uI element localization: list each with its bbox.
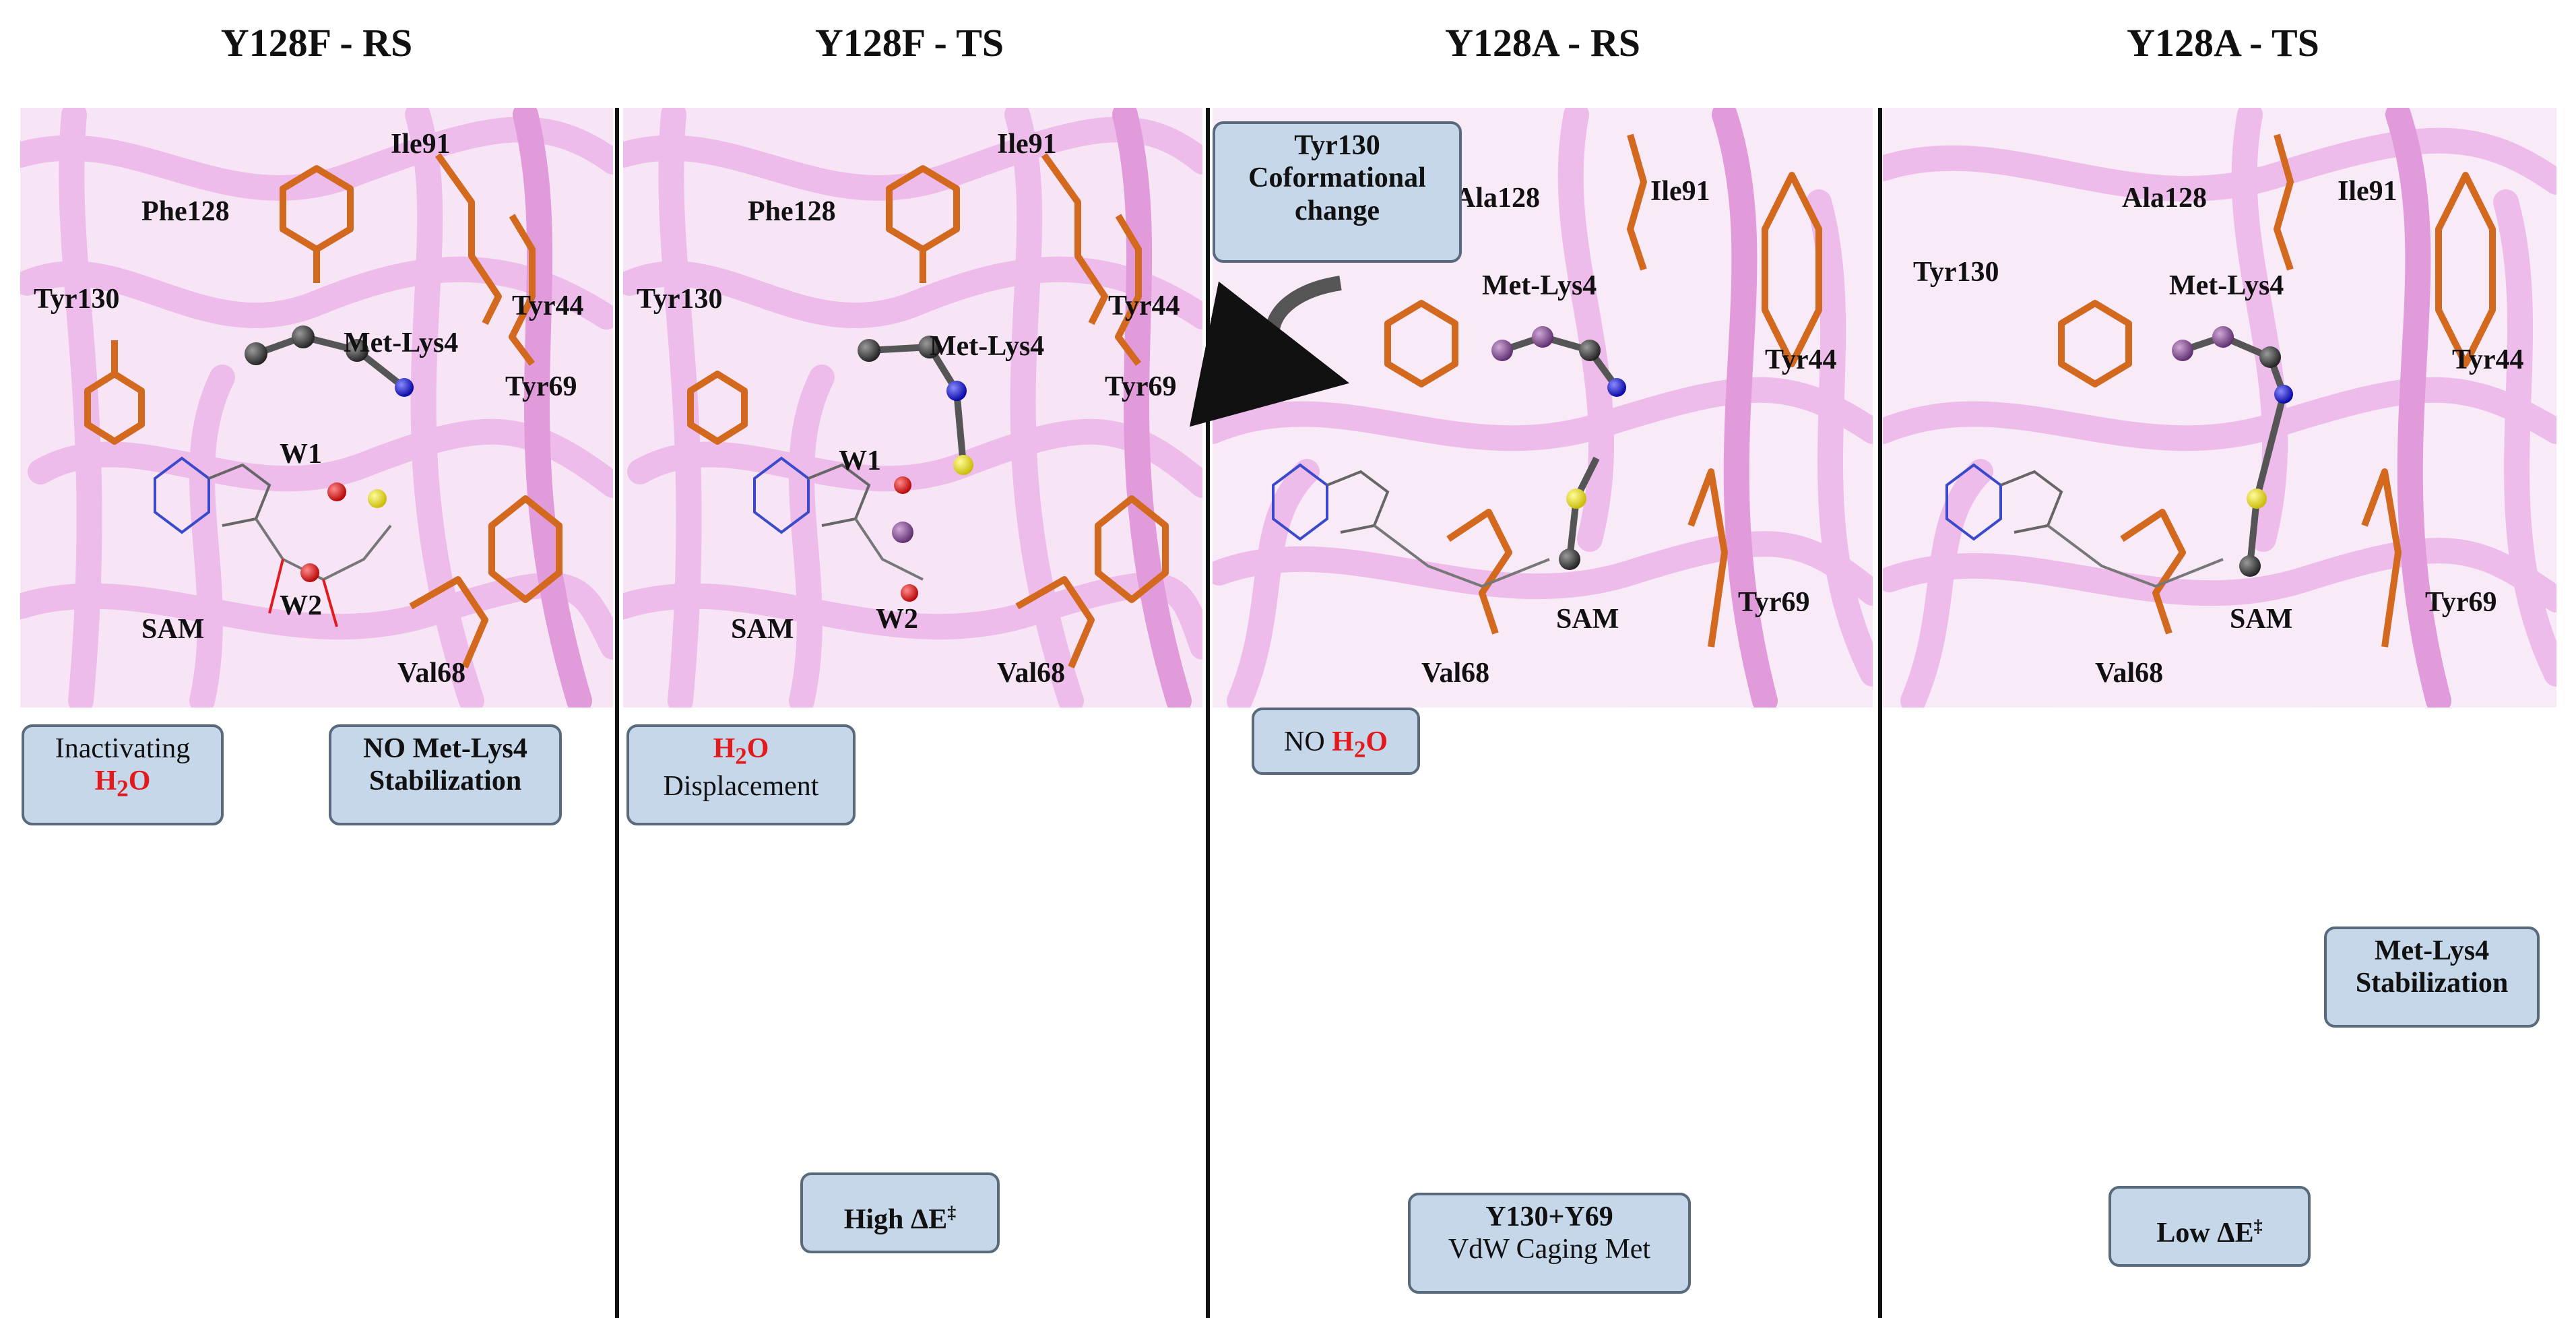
label-tyr44: Tyr44 [1765, 344, 1837, 375]
label-ile91: Ile91 [391, 129, 451, 160]
sam-wire-panel-4 [1945, 463, 2224, 588]
callout-text: Tyr130 [1294, 130, 1380, 161]
callout-text: Low ΔE [2156, 1218, 2254, 1249]
water-o: O [1365, 726, 1388, 757]
panel-divider-1 [615, 108, 619, 1318]
panel-title-2: Y128F - TS [814, 21, 1004, 65]
label-ile91: Ile91 [1650, 176, 1710, 207]
label-tyr69: Tyr69 [2425, 587, 2497, 618]
water-formula: H2O [1332, 726, 1388, 762]
residues-panel-4-top [2058, 133, 2496, 648]
water-o: O [128, 765, 151, 797]
label-met-lys4: Met-Lys4 [344, 327, 459, 358]
callout-text: Coformational [1248, 162, 1426, 194]
residues-panel-1-top [84, 153, 562, 668]
sam-wire-panel-3 [1272, 463, 1550, 588]
label-ile91: Ile91 [997, 129, 1057, 160]
water-h: H [713, 733, 736, 764]
label-sam: SAM [1556, 604, 1619, 635]
label-sam: SAM [731, 614, 794, 645]
panel-title-4: Y128A - TS [2127, 21, 2319, 65]
met-lys4-atoms-panel-1 [245, 325, 414, 582]
label-tyr44: Tyr44 [512, 290, 584, 321]
label-phe128: Phe128 [748, 196, 836, 227]
label-tyr44: Tyr44 [2452, 344, 2524, 375]
callout-no-water: NO H2O [1252, 708, 1420, 775]
label-w2: W2 [280, 590, 322, 621]
met-lys4-atoms-panel-4 [2172, 326, 2293, 577]
protein-ribbon-panel-1 [20, 108, 613, 708]
label-w1: W1 [280, 439, 322, 470]
panel-divider-3 [1878, 108, 1882, 1318]
callout-tyr130-conformational-change: Tyr130 Coformational change [1213, 121, 1462, 263]
callout-text: High ΔE [843, 1204, 948, 1235]
water-h: H [1332, 726, 1354, 757]
callout-text: VdW Caging Met [1448, 1234, 1651, 1265]
label-met-lys4: Met-Lys4 [930, 331, 1045, 362]
label-w1: W1 [839, 445, 881, 476]
water-sub: 2 [735, 743, 747, 770]
callout-text: Stabilization [368, 765, 522, 797]
panel-divider-2 [1206, 108, 1210, 1318]
protein-ribbon-panel-3 [1213, 108, 1873, 708]
residues-panel-3-top [1384, 133, 1822, 648]
label-met-lys4: Met-Lys4 [2169, 270, 2284, 301]
label-val68: Val68 [1421, 658, 1490, 689]
callout-text: NO Met-Lys4 [363, 733, 527, 764]
label-val68: Val68 [997, 658, 1066, 689]
label-ile91: Ile91 [2338, 176, 2397, 207]
callout-vdw-caging-met: Y130+Y69 VdW Caging Met [1408, 1193, 1691, 1294]
callout-text: Stabilization [2355, 968, 2509, 999]
label-sam: SAM [141, 614, 205, 645]
panel-title-1: Y128F - RS [220, 21, 413, 65]
callout-text: NO [1283, 726, 1325, 757]
water-o: O [746, 733, 769, 764]
callout-text: Displacement [663, 770, 819, 802]
callout-text: Inactivating [55, 733, 191, 764]
protein-ribbon-panel-4 [1883, 108, 2556, 708]
met-lys4-atoms-panel-3 [1491, 326, 1626, 570]
label-tyr44: Tyr44 [1108, 290, 1180, 321]
double-dagger: ‡ [2253, 1216, 2263, 1236]
callout-low-energy-barrier: Low ΔE‡ [2108, 1186, 2311, 1267]
double-dagger: ‡ [947, 1203, 957, 1222]
water-sub: 2 [1353, 736, 1366, 763]
callout-water-displacement: H2O Displacement [626, 724, 856, 825]
panel-title-3: Y128A - RS [1444, 21, 1641, 65]
label-sam: SAM [2230, 604, 2293, 635]
label-tyr69: Tyr69 [1738, 587, 1810, 618]
water-h: H [94, 765, 117, 797]
callout-high-energy-barrier: High ΔE‡ [800, 1172, 1000, 1253]
water-formula: H2O [637, 732, 845, 770]
callout-text: change [1295, 195, 1380, 226]
label-tyr69: Tyr69 [505, 371, 577, 402]
callout-met-lys4-stabilization: Met-Lys4 Stabilization [2324, 927, 2540, 1028]
callout-no-met-lys4-stabilization: NO Met-Lys4 Stabilization [329, 724, 562, 825]
sam-wire-panel-1 [154, 456, 392, 627]
sam-wire-panel-2 [753, 456, 924, 581]
met-lys4-atoms-panel-2 [858, 336, 973, 602]
residues-panel-2-top [687, 153, 1169, 668]
callout-text: Met-Lys4 [2374, 935, 2490, 966]
label-tyr69: Tyr69 [1105, 371, 1177, 402]
protein-ribbon-panel-2 [623, 108, 1202, 708]
conformation-arrow [1189, 276, 1350, 427]
water-formula: H2O [32, 765, 213, 803]
water-sub: 2 [117, 775, 129, 802]
label-tyr130: Tyr130 [1913, 257, 1999, 288]
label-ala128: Ala128 [1455, 183, 1540, 214]
callout-text: Y130+Y69 [1485, 1201, 1613, 1232]
label-tyr130: Tyr130 [34, 284, 120, 315]
label-val68: Val68 [397, 658, 466, 689]
label-tyr130: Tyr130 [637, 284, 723, 315]
label-val68: Val68 [2095, 658, 2164, 689]
label-phe128: Phe128 [141, 196, 230, 227]
label-met-lys4: Met-Lys4 [1482, 270, 1597, 301]
callout-inactivating-water: Inactivating H2O [22, 724, 224, 825]
label-w2: W2 [876, 604, 918, 635]
label-ala128: Ala128 [2122, 183, 2207, 214]
